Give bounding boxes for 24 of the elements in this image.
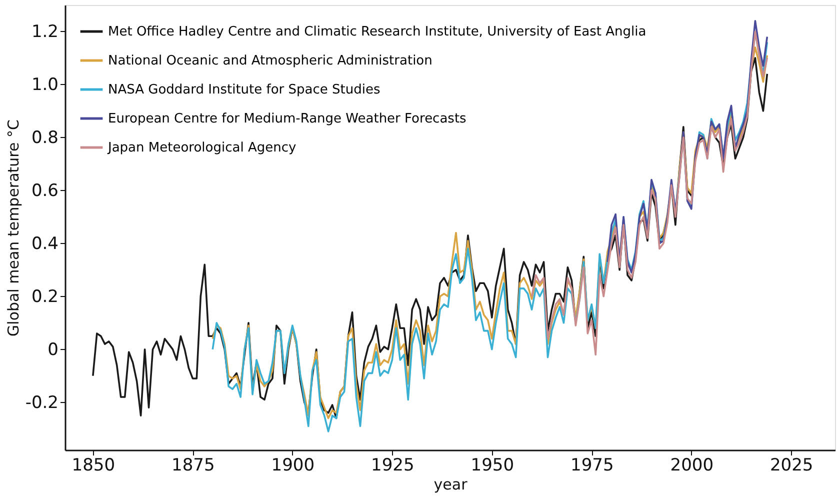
y-tick-label: -0.2 <box>25 392 58 413</box>
y-tick-label: 0.8 <box>31 128 58 148</box>
line-series <box>606 20 768 274</box>
x-tick-label: 1900 <box>271 456 315 476</box>
y-tick-label: 0 <box>48 340 58 360</box>
y-tick-label: 1.2 <box>31 22 58 42</box>
legend-label: Japan Meteorological Agency <box>107 140 296 156</box>
x-tick-label: 1925 <box>371 456 414 476</box>
y-tick-label: 0.6 <box>31 180 58 201</box>
y-tick-label: 1.0 <box>31 74 58 95</box>
x-tick-label: 2025 <box>770 456 814 476</box>
x-tick-label: 1875 <box>172 456 215 476</box>
legend-label: European Centre for Medium-Range Weather Forecasts <box>108 112 467 126</box>
x-tick-label: 1975 <box>570 456 614 476</box>
x-axis-title: year <box>434 476 468 494</box>
x-tick-label: 1950 <box>470 456 514 476</box>
y-tick-label: 0.2 <box>31 286 58 307</box>
y-tick-label: 0.4 <box>31 234 58 254</box>
x-tick-label: 1850 <box>72 456 116 476</box>
legend-label: National Oceanic and Atmospheric Administration <box>108 54 432 68</box>
legend-label: Met Office Hadley Centre and Climatic Research Institute, University of East Anglia <box>108 24 646 40</box>
legend-label: NASA Goddard Institute for Space Studies <box>108 82 380 98</box>
x-tick-label: 2000 <box>670 456 714 476</box>
y-axis-title: Global mean temperature °C <box>4 120 22 336</box>
